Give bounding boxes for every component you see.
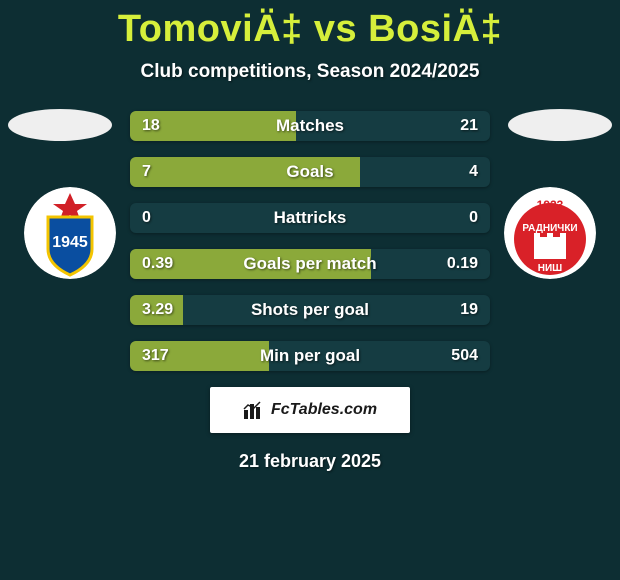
team-badge-right: 1923 РАДНИЧКИ НИШ <box>504 187 596 279</box>
metric-label: Hattricks <box>130 203 490 233</box>
page-title: TomoviÄ‡ vs BosiÄ‡ <box>0 0 620 51</box>
brand-box[interactable]: FcTables.com <box>210 387 410 433</box>
metric-label: Goals per match <box>130 249 490 279</box>
crest-left-svg: 1945 <box>24 187 116 279</box>
metric-row: 317504Min per goal <box>130 341 490 371</box>
metric-row: 0.390.19Goals per match <box>130 249 490 279</box>
metric-row: 3.2919Shots per goal <box>130 295 490 325</box>
player-photo-right <box>508 109 612 141</box>
content-area: 1945 1923 РАДНИЧКИ НИШ 1821Matches 74Goal… <box>0 111 620 371</box>
crest-right-svg: 1923 РАДНИЧКИ НИШ <box>504 187 596 279</box>
player-photo-left <box>8 109 112 141</box>
brand-label: FcTables.com <box>271 401 377 419</box>
metric-row: 1821Matches <box>130 111 490 141</box>
svg-text:РАДНИЧКИ: РАДНИЧКИ <box>522 223 577 234</box>
metric-label: Matches <box>130 111 490 141</box>
metric-label: Goals <box>130 157 490 187</box>
metric-row: 00Hattricks <box>130 203 490 233</box>
comparison-bars: 1821Matches 74Goals 00Hattricks 0.390.19Goa… <box>130 111 490 371</box>
svg-text:1923: 1923 <box>537 198 564 212</box>
svg-text:НИШ: НИШ <box>538 263 562 274</box>
team-badge-left: 1945 <box>24 187 116 279</box>
footer-date: 21 february 2025 <box>0 451 620 472</box>
metric-label: Shots per goal <box>130 295 490 325</box>
metric-row: 74Goals <box>130 157 490 187</box>
subtitle: Club competitions, Season 2024/2025 <box>0 61 620 83</box>
bar-chart-icon <box>243 400 265 420</box>
comparison-panel: TomoviÄ‡ vs BosiÄ‡ Club competitions, Se… <box>0 0 620 580</box>
svg-text:1945: 1945 <box>52 234 88 251</box>
metric-label: Min per goal <box>130 341 490 371</box>
